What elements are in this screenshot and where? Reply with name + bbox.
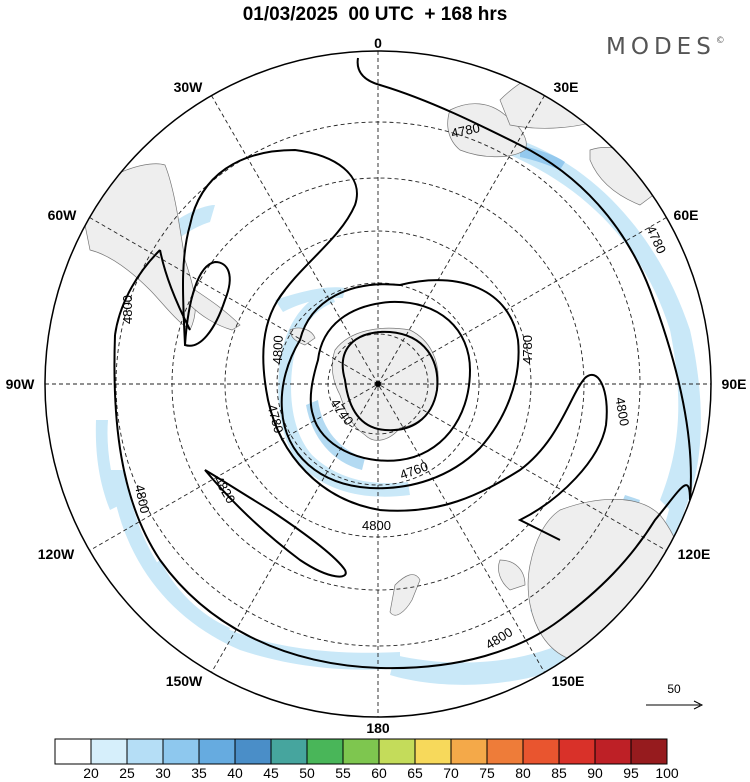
colorbar-tick-label: 50 (299, 765, 315, 781)
colorbar-tick-label: 95 (623, 765, 639, 781)
contour-label: 4780 (520, 335, 535, 364)
wind-reference-label: 50 (667, 682, 681, 696)
contour-label: 4800 (120, 295, 135, 324)
colorbar-swatch (54, 738, 92, 765)
colorbar-swatch (486, 738, 524, 765)
colorbar-swatch (594, 738, 632, 765)
lon-label-150w: 150W (166, 673, 203, 689)
colorbar-swatch (558, 738, 596, 765)
colorbar-tick-label: 45 (263, 765, 279, 781)
colorbar (54, 738, 668, 765)
contour-label: 4800 (270, 335, 286, 364)
brand-mark: © (715, 36, 725, 46)
colorbar-swatch (234, 738, 272, 765)
colorbar-swatch (126, 738, 164, 765)
colorbar-swatch (198, 738, 236, 765)
colorbar-swatch (270, 738, 308, 765)
colorbar-tick-label: 80 (515, 765, 531, 781)
colorbar-tick-label: 35 (191, 765, 207, 781)
colorbar-swatch (342, 738, 380, 765)
colorbar-tick-label: 75 (479, 765, 495, 781)
colorbar-tick-label: 25 (119, 765, 135, 781)
lon-label-90w: 90W (6, 376, 36, 392)
brand-text: MODES (606, 34, 716, 60)
lon-label-60e: 60E (674, 207, 699, 223)
lon-label-30w: 30W (174, 79, 204, 95)
colorbar-tick-label: 100 (655, 765, 679, 781)
contour-label: 4800 (612, 396, 632, 427)
colorbar-tick-label: 65 (407, 765, 423, 781)
chart-title: 01/03/2025 00 UTC + 168 hrs (242, 4, 508, 25)
lon-label-180: 180 (366, 720, 390, 736)
lon-label-120w: 120W (38, 546, 75, 562)
colorbar-swatch (522, 738, 560, 765)
colorbar-tick-label: 85 (551, 765, 567, 781)
contour-label: 4820 (211, 473, 238, 506)
colorbar-swatch (306, 738, 344, 765)
landmasses (79, 64, 685, 701)
colorbar-tick-label: 60 (371, 765, 387, 781)
brand-logo: MODES© (606, 34, 725, 60)
lon-label-30e: 30E (554, 79, 579, 95)
colorbar-swatch (414, 738, 452, 765)
height-contours (113, 57, 692, 670)
colorbar-tick-label: 70 (443, 765, 459, 781)
lon-label-0: 0 (374, 35, 382, 51)
pole-dot-icon (375, 381, 381, 387)
colorbar-swatch (162, 738, 200, 765)
contour-label: 4780 (264, 403, 286, 435)
lon-label-150e: 150E (552, 673, 585, 689)
colorbar-tick-label: 40 (227, 765, 243, 781)
colorbar-tick-label: 90 (587, 765, 603, 781)
colorbar-swatch (630, 738, 668, 765)
map-boundary (44, 50, 712, 718)
colorbar-swatch (378, 738, 416, 765)
contour-label: 4800 (132, 483, 153, 514)
colorbar-tick-label: 55 (335, 765, 351, 781)
contour-label: 4780 (450, 120, 481, 141)
colorbar-swatch (90, 738, 128, 765)
longitude-labels: 0 30E 60E 90E 120E 150E 180 150W 120W 90… (6, 35, 747, 736)
colorbar-tick-label: 30 (155, 765, 171, 781)
lon-label-90e: 90E (722, 376, 747, 392)
contour-label: 4800 (362, 518, 391, 533)
lon-label-60w: 60W (48, 207, 78, 223)
colorbar-tick-label: 20 (83, 765, 99, 781)
wind-reference: 50 (646, 682, 704, 710)
wind-reference-arrow-icon (646, 700, 704, 710)
colorbar-swatch (450, 738, 488, 765)
lon-label-120e: 120E (678, 546, 711, 562)
